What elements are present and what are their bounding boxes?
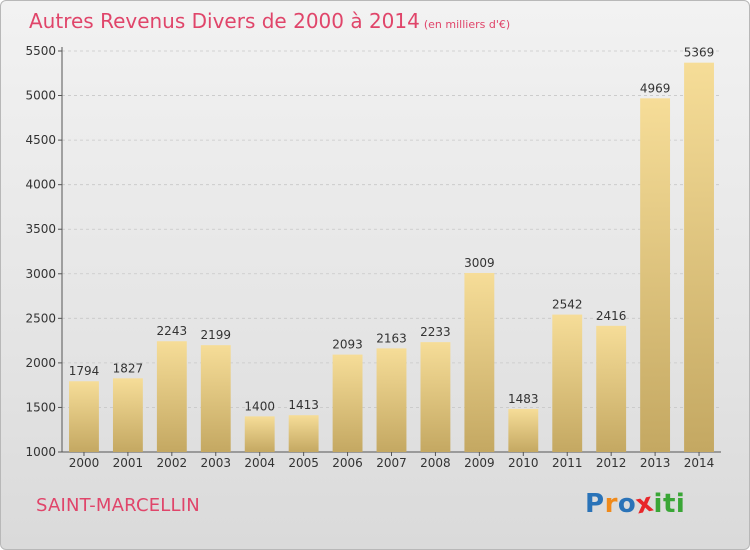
data-label: 2163 (376, 331, 407, 345)
bar (332, 354, 363, 452)
bar (552, 314, 583, 452)
bar (684, 62, 714, 453)
x-tick-label: 2011 (552, 456, 583, 470)
data-label: 2199 (200, 328, 231, 342)
bar (376, 348, 407, 452)
y-tick-label: 2500 (25, 311, 56, 325)
data-label: 5369 (684, 46, 715, 60)
x-tick-label: 2000 (69, 456, 100, 470)
bar (464, 272, 495, 452)
data-label: 2233 (420, 325, 451, 339)
y-tick-label: 5000 (25, 89, 56, 103)
city-name: SAINT-MARCELLIN (36, 495, 200, 516)
data-labels: 1794 1827 2243 2199 1400 1413 2093 2163 2233 3009… (69, 46, 715, 414)
x-tick-label: 2003 (200, 456, 231, 470)
data-label: 1827 (113, 361, 144, 375)
bar (288, 415, 319, 452)
x-tick-label: 2005 (288, 456, 319, 470)
bar (596, 325, 627, 452)
x-tick-label: 2001 (113, 456, 144, 470)
title-text: Autres Revenus Divers de 2000 à 2014 (29, 9, 420, 33)
data-label: 2243 (157, 324, 188, 338)
y-tick-label: 2000 (25, 356, 56, 370)
x-tick-label: 2014 (684, 456, 715, 470)
chart-title: Autres Revenus Divers de 2000 à 2014 (en … (29, 9, 510, 33)
x-tick-label: 2010 (508, 456, 539, 470)
bar (200, 345, 231, 452)
data-label: 2542 (552, 298, 583, 312)
data-label: 4969 (640, 81, 671, 95)
data-label: 1483 (508, 392, 539, 406)
title-unit: (en milliers d'€) (423, 18, 511, 31)
proxiti-logo: Proxiti (585, 488, 686, 521)
x-tick-label: 2002 (157, 456, 188, 470)
y-tick-label: 5500 (25, 44, 56, 58)
x-tick-label: 2008 (420, 456, 451, 470)
tick-labels: 1000 1500 2000 2500 3000 3500 4000 4500 5000 5500… (25, 44, 714, 470)
x-tick-label: 2007 (376, 456, 407, 470)
logo-letter: i (653, 489, 663, 519)
bar (244, 416, 275, 452)
y-tick-label: 1000 (25, 445, 56, 459)
x-tick-label: 2013 (640, 456, 671, 470)
data-label: 2416 (596, 309, 627, 323)
y-tick-label: 3000 (25, 267, 56, 281)
bar (112, 378, 143, 452)
bar (420, 342, 451, 452)
y-tick-label: 4000 (25, 178, 56, 192)
x-tick-label: 2006 (332, 456, 363, 470)
y-tick-label: 4500 (25, 133, 56, 147)
bars (69, 62, 714, 453)
bar (69, 381, 99, 452)
bar (640, 98, 671, 453)
logo-letter: o (617, 489, 637, 519)
data-label: 1794 (69, 364, 100, 378)
bar (156, 341, 187, 452)
logo-letter: P (585, 489, 605, 519)
x-tick-label: 2004 (244, 456, 275, 470)
logo-letter: r (604, 489, 618, 519)
data-label: 1400 (244, 399, 275, 413)
data-label: 1413 (288, 398, 319, 412)
data-label: 2093 (332, 338, 363, 352)
bar (508, 408, 539, 452)
x-tick-label: 2012 (596, 456, 627, 470)
data-label: 3009 (464, 256, 495, 270)
y-tick-label: 3500 (25, 222, 56, 236)
x-tick-label: 2009 (464, 456, 495, 470)
logo-letter: i (675, 489, 686, 519)
y-tick-label: 1500 (25, 400, 56, 414)
logo-letter: t (662, 489, 676, 519)
